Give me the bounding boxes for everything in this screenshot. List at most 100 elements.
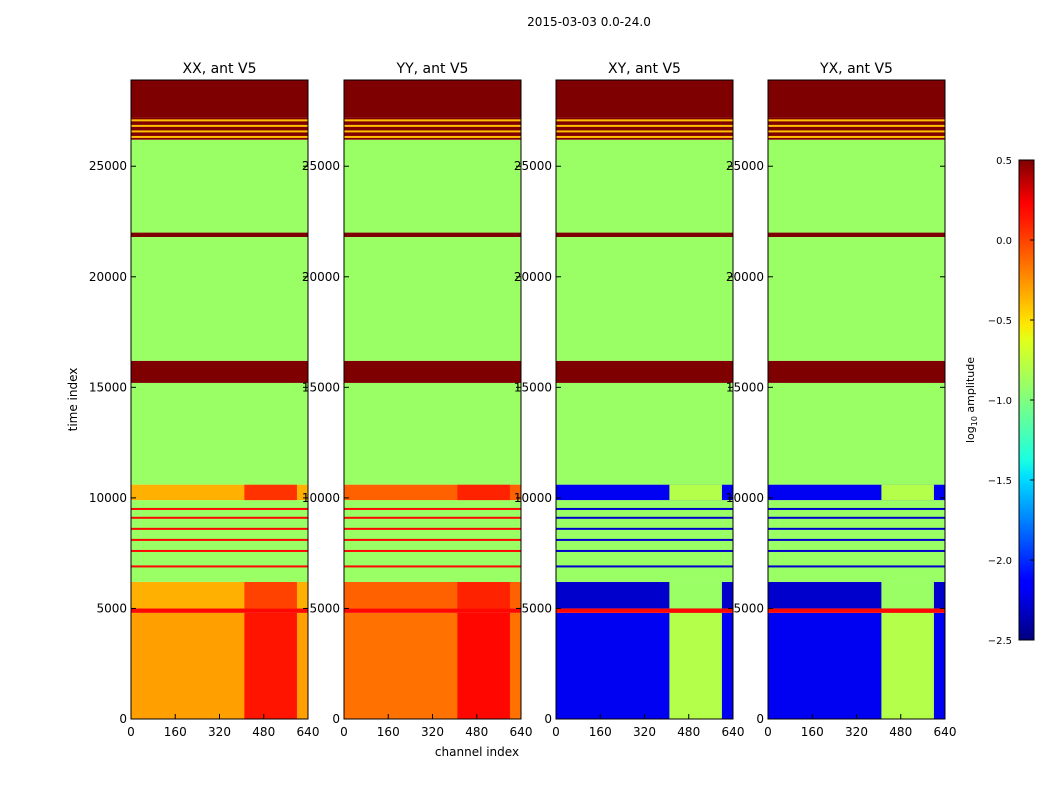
y-tick-label: 15000 (89, 380, 127, 394)
heatmap-line (768, 516, 945, 519)
heatmap-block (131, 80, 308, 118)
colorbar-tick-label: −2.0 (988, 556, 1012, 567)
heatmap-band (669, 612, 722, 719)
heatmap-block (344, 232, 521, 237)
x-tick-label: 320 (845, 725, 868, 739)
y-tick-label: 25000 (89, 159, 127, 173)
x-tick-label: 480 (889, 725, 912, 739)
heatmap-block (131, 139, 308, 233)
heatmap-line (344, 507, 521, 510)
heatmap-band (457, 581, 510, 609)
y-tick-label: 25000 (302, 159, 340, 173)
colorbar-tick-label: −1.0 (988, 396, 1012, 407)
y-tick-label: 0 (756, 712, 764, 726)
y-tick-label: 10000 (514, 491, 552, 505)
heatmap-stripe (344, 124, 521, 127)
heatmap-stripe (344, 130, 521, 133)
colorbar-tick-label: −2.5 (988, 636, 1012, 647)
panel-4: YX, ant V5 0 160 320 480 640 0 5000 10000 15000 20… (726, 61, 957, 739)
heatmap-line (131, 507, 308, 510)
heatmap-block (768, 80, 945, 118)
heatmap-line (556, 549, 733, 552)
heatmap-block (556, 608, 733, 613)
heatmap-line (556, 538, 733, 541)
y-tick-label: 15000 (302, 380, 340, 394)
heatmap-block (768, 232, 945, 237)
heatmap-band (244, 612, 297, 719)
y-tick-label: 15000 (726, 380, 764, 394)
heatmap-block (131, 232, 308, 237)
x-tick-label: 160 (164, 725, 187, 739)
heatmap-block (344, 608, 521, 613)
colorbar-ticks: 0.5 0.0 −0.5 −1.0 −1.5 −2.0 −2.5 (988, 156, 1034, 647)
heatmap-stripe (768, 124, 945, 127)
heatmap-line (344, 527, 521, 530)
heatmap-band (244, 484, 297, 501)
x-tick-label: 0 (552, 725, 560, 739)
y-tick-label: 10000 (89, 491, 127, 505)
heatmap-line (344, 565, 521, 568)
heatmap-line (131, 549, 308, 552)
heatmap-band (881, 484, 934, 501)
heatmap-block (768, 608, 945, 613)
y-tick-label: 5000 (733, 601, 764, 615)
heatmap-stripe (556, 124, 733, 127)
panel-title: YY, ant V5 (396, 61, 469, 77)
y-tick-label: 20000 (89, 270, 127, 284)
x-axis-label: channel index (435, 745, 519, 759)
heatmap-band (669, 581, 722, 609)
heatmap-block (768, 382, 945, 485)
x-tick-label: 480 (677, 725, 700, 739)
heatmap-block (556, 236, 733, 361)
panel-3: XY, ant V5 0 160 320 480 640 0 5000 10000 15000 20… (514, 61, 745, 739)
colorbar-tick-label: −1.5 (988, 476, 1012, 487)
colorbar-label: log10 amplitude (964, 357, 979, 443)
heatmap-block (768, 360, 945, 383)
x-tick-label: 640 (297, 725, 320, 739)
heatmap-line (768, 527, 945, 530)
panel-title: XY, ant V5 (608, 61, 681, 77)
heatmap-block (344, 382, 521, 485)
heatmap-line (768, 507, 945, 510)
heatmap-stripe (556, 135, 733, 138)
colorbar-tick-label: 0.0 (996, 236, 1012, 247)
heatmap-block (344, 80, 521, 118)
figure-title: 2015-03-03 0.0-24.0 (527, 15, 651, 29)
heatmap-block (556, 80, 733, 118)
heatmap-block (768, 117, 945, 140)
y-tick-label: 0 (544, 712, 552, 726)
heatmap-block (344, 139, 521, 233)
heatmap-block (556, 360, 733, 383)
heatmap-line (344, 538, 521, 541)
heatmap-stripe (131, 119, 308, 122)
heatmap-stripe (344, 119, 521, 122)
heatmap-block (556, 232, 733, 237)
y-tick-label: 20000 (302, 270, 340, 284)
y-tick-label: 0 (119, 712, 127, 726)
y-tick-label: 15000 (514, 380, 552, 394)
y-tick-label: 25000 (726, 159, 764, 173)
heatmap-line (131, 527, 308, 530)
heatmap-line (768, 549, 945, 552)
colorbar-tick-label: 0.5 (996, 156, 1012, 167)
heatmap-block (131, 117, 308, 140)
heatmap-stripe (131, 130, 308, 133)
heatmap-line (344, 516, 521, 519)
panel-1: XX, ant V5 0 160 320 480 640 0 5000 10000 15000 20… (66, 61, 319, 739)
heatmap-line (768, 565, 945, 568)
y-tick-label: 5000 (309, 601, 340, 615)
y-axis-label: time index (66, 368, 80, 432)
heatmap-line (768, 538, 945, 541)
heatmap-block (344, 360, 521, 383)
y-tick-label: 5000 (521, 601, 552, 615)
heatmap-block (344, 236, 521, 361)
heatmap-stripe (131, 135, 308, 138)
heatmap-block (131, 382, 308, 485)
x-tick-label: 160 (589, 725, 612, 739)
heatmap-stripe (131, 124, 308, 127)
heatmap-block (768, 500, 945, 582)
heatmap-block (556, 382, 733, 485)
heatmap-line (131, 516, 308, 519)
heatmap-block (556, 117, 733, 140)
